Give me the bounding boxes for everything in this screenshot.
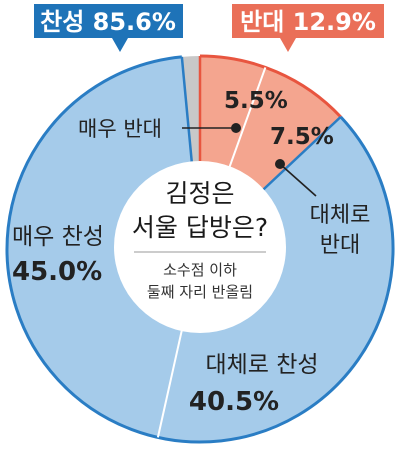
label-moderate-approve: 대체로 찬성	[205, 352, 318, 378]
pie-slice-3	[7, 56, 201, 438]
value-very-oppose: 5.5%	[224, 88, 288, 114]
leader-line-moderate-oppose	[279, 163, 317, 197]
approve-outer-arc	[5, 55, 395, 444]
label-very-oppose: 매우 반대	[78, 117, 162, 141]
label-moderate-oppose-line2: 반대	[320, 233, 360, 258]
oppose-badge-label: 반대 12.9%	[240, 8, 376, 36]
oppose-badge: 반대 12.9%	[232, 4, 384, 52]
center-circle	[114, 161, 286, 333]
value-moderate-approve: 40.5%	[189, 387, 279, 417]
oppose-outer-arc	[199, 54, 342, 118]
leader-dot-moderate-oppose	[275, 159, 285, 169]
center-title-line2: 서울 답방은?	[132, 213, 268, 242]
approve-badge-shape	[34, 4, 183, 52]
center-title-line1: 김정은	[165, 179, 234, 208]
label-very-approve: 매우 찬성	[12, 224, 104, 250]
value-moderate-oppose: 7.5%	[270, 124, 334, 150]
center-note-line1: 소수점 이하	[163, 261, 237, 279]
center-note-line2: 둘째 자리 반올림	[147, 283, 253, 301]
label-moderate-oppose-line1: 대체로	[310, 203, 371, 228]
value-very-approve: 45.0%	[12, 257, 102, 287]
oppose-badge-shape	[232, 4, 384, 52]
approve-badge: 찬성 85.6%	[34, 4, 183, 52]
approve-badge-label: 찬성 85.6%	[40, 8, 176, 36]
leader-dot-very-oppose	[231, 123, 241, 133]
